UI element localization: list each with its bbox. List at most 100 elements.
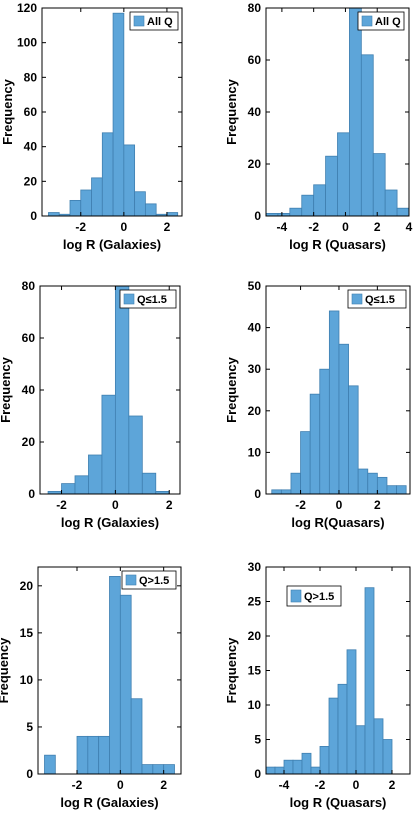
y-tick-label: 0 [254,487,261,501]
histogram-bar [134,191,146,216]
x-tick-label: -2 [72,778,83,792]
y-tick-label: 25 [248,595,262,609]
x-tick-label: 2 [166,498,173,512]
histogram-bar [364,587,375,774]
legend-label: Q>1.5 [304,591,334,603]
histogram-bar [349,8,362,216]
histogram-bar [301,194,315,216]
y-tick-label: 0 [28,487,35,501]
y-tick-label: 40 [248,321,262,335]
y-tick-label: 0 [30,209,37,223]
y-tick-label: 10 [20,673,34,687]
legend-swatch [351,293,363,305]
y-tick-label: 60 [22,331,36,345]
x-axis-label: log R (Quasars) [290,795,387,810]
histogram-bar [144,203,157,216]
y-tick-label: 15 [20,626,34,640]
x-tick-label: 2 [389,778,396,792]
histogram-bar [300,431,311,494]
x-tick-label: -4 [279,778,290,792]
legend-label: All Q [375,16,401,28]
legend: Q>1.5 [286,585,342,607]
bars [44,576,175,774]
histogram-bar [357,468,369,494]
histogram-bar [382,739,393,774]
bars [48,12,179,216]
y-axis-label: Frequency [0,78,15,145]
x-tick-label: 0 [117,778,124,792]
legend-label: All Q [147,16,173,28]
histogram-bar [355,725,366,774]
histogram-bar [119,594,132,774]
x-tick-label: 2 [160,778,167,792]
y-axis-label: Frequency [0,637,11,704]
histogram-bar [280,489,292,494]
axes-box [265,285,411,495]
histogram-bar [114,286,130,494]
x-tick-label: -2 [56,498,67,512]
histogram-bar [112,12,125,216]
histogram-bar [396,485,407,494]
y-tick-label: 5 [254,733,261,747]
x-tick-label: 0 [112,498,119,512]
y-tick-label: 20 [248,629,262,643]
x-axis-label: log R(Quasars) [291,515,384,530]
histogram-bar [346,649,357,774]
histogram-bar [373,718,384,774]
bars [271,310,407,494]
histogram-bar [123,144,136,216]
x-tick-label: 2 [374,498,381,512]
histogram-bar [101,132,114,216]
histogram-bar [130,698,143,774]
legend-swatch [133,15,145,27]
y-axis-label: Frequency [224,637,239,704]
y-tick-label: 40 [24,140,38,154]
x-tick-label: 0 [353,778,360,792]
y-tick-label: 60 [248,53,262,67]
x-tick-label: -2 [308,220,319,234]
legend-swatch [361,15,373,27]
y-tick-label: 30 [248,362,262,376]
histogram-bar [386,485,397,494]
bars [266,8,409,216]
x-tick-label: 0 [342,220,349,234]
histogram-bar [319,368,330,494]
histogram-bar [337,683,348,774]
histogram-bar [101,394,116,494]
histogram-bar [61,483,76,494]
bars [266,587,393,774]
y-tick-label: 20 [24,174,38,188]
histogram-bar [292,759,303,774]
y-tick-label: 0 [26,767,33,781]
legend-swatch [125,574,137,586]
y-tick-label: 40 [22,383,36,397]
histogram-bar [141,472,157,494]
y-tick-label: 0 [254,767,261,781]
y-tick-label: 15 [248,664,262,678]
legend-swatch [290,589,302,603]
x-tick-label: 4 [406,220,413,234]
histogram-bar [80,189,92,216]
x-tick-label: -4 [277,220,288,234]
y-tick-label: 80 [248,1,262,15]
histogram-bar [266,766,276,774]
histogram-bar [109,576,121,774]
x-tick-label: 0 [336,498,343,512]
histogram-bar [98,735,110,774]
y-tick-label: 100 [17,36,37,50]
y-axis-label: Frequency [224,78,239,145]
histogram-bar [338,343,349,494]
y-tick-label: 0 [254,209,261,223]
legend: Q≤1.5 [347,289,407,309]
y-tick-label: 50 [248,279,262,293]
histogram-bar [152,764,165,774]
y-tick-label: 120 [17,1,37,15]
histogram-bar [76,735,89,774]
histogram-bar [48,212,60,216]
y-tick-label: 20 [22,435,36,449]
y-tick-label: 30 [248,560,262,574]
